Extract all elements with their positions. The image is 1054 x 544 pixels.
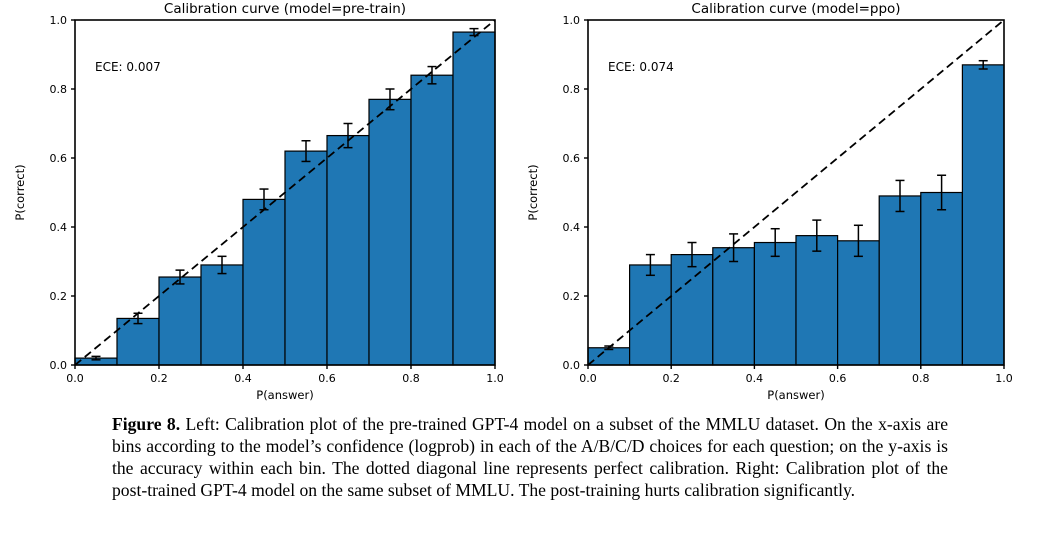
chart-canvas: 0.0 0.2 0.4 0.6 0.8 1.0 0.0 0.2 0.4 0.6 0.8 1.0 Cali… — [13, 1, 504, 402]
y-tick-label: 1.0 — [563, 14, 581, 27]
bar-bin-4 — [242, 198, 286, 366]
chart-title: Calibration curve (model=pre-train) — [164, 1, 406, 17]
figure-caption-text: Left: Calibration plot of the pre-traine… — [112, 414, 948, 500]
x-tick-label: 0.2 — [662, 372, 680, 385]
x-tick-label: 1.0 — [995, 372, 1013, 385]
bar-bin-4 — [753, 241, 797, 366]
bar-bin-6 — [837, 240, 880, 366]
y-tick-label: 0.0 — [50, 359, 68, 372]
x-tick-label: 0.4 — [746, 372, 764, 385]
x-tick-label: 0.6 — [829, 372, 847, 385]
axes-box — [74, 19, 496, 366]
bar-bin-7 — [368, 98, 412, 366]
x-axis-label: P(answer) — [256, 388, 313, 402]
y-tick-label: 0.6 — [50, 152, 68, 165]
bar-bin-5 — [284, 150, 328, 366]
y-axis-label: P(correct) — [13, 164, 27, 220]
bar-bin-3 — [200, 264, 244, 366]
bar-bin-1 — [628, 264, 672, 366]
bar-bin-9 — [961, 64, 1005, 366]
x-tick-label: 0.0 — [66, 372, 84, 385]
bar-bin-5 — [795, 235, 839, 366]
figure-caption: Figure 8. Left: Calibration plot of the … — [112, 414, 948, 502]
y-tick-label: 0.0 — [563, 359, 581, 372]
y-tick-label: 0.4 — [563, 221, 581, 234]
ece-annotation: ECE: 0.074 — [608, 60, 674, 74]
bar-bin-9 — [452, 31, 496, 366]
bar-bin-3 — [712, 247, 756, 366]
bar-bin-6 — [326, 134, 370, 366]
x-tick-label: 0.8 — [912, 372, 930, 385]
perfect-calibration-line — [74, 19, 496, 366]
y-tick-label: 1.0 — [50, 14, 68, 27]
calibration-chart-ppo: 0.0 0.2 0.4 0.6 0.8 1.0 0.0 0.2 0.4 0.6 0.8 1.0 Cali… — [526, 0, 1054, 415]
y-tick-label: 0.2 — [50, 290, 68, 303]
ece-annotation: ECE: 0.007 — [95, 60, 161, 74]
bar-bin-2 — [670, 254, 714, 366]
x-tick-label: 0.2 — [150, 372, 168, 385]
y-tick-label: 0.2 — [563, 290, 581, 303]
figure-caption-label: Figure 8. — [112, 414, 181, 434]
x-tick-label: 0.4 — [234, 372, 252, 385]
bar-bin-0 — [587, 347, 631, 366]
y-tick-label: 0.8 — [50, 83, 68, 96]
bar-bin-1 — [116, 317, 160, 366]
x-tick-label: 0.0 — [579, 372, 597, 385]
chart-canvas: 0.0 0.2 0.4 0.6 0.8 1.0 0.0 0.2 0.4 0.6 0.8 1.0 Cali… — [526, 1, 1013, 402]
y-axis-label: P(correct) — [527, 164, 540, 220]
x-tick-label: 0.6 — [318, 372, 336, 385]
y-tick-label: 0.4 — [50, 221, 68, 234]
x-tick-label: 0.8 — [402, 372, 420, 385]
x-axis-label: P(answer) — [767, 388, 824, 402]
bar-bin-8 — [920, 191, 963, 366]
y-tick-label: 0.8 — [563, 83, 581, 96]
calibration-chart-pretrain: 0.0 0.2 0.4 0.6 0.8 1.0 0.0 0.2 0.4 0.6 0.8 1.0 Cali… — [0, 0, 527, 415]
bar-bin-7 — [878, 195, 922, 366]
y-tick-label: 0.6 — [563, 152, 581, 165]
bar-bin-8 — [410, 74, 454, 366]
perfect-calibration-line — [587, 19, 1005, 366]
axes-box — [587, 19, 1005, 366]
x-tick-label: 1.0 — [486, 372, 504, 385]
chart-title: Calibration curve (model=ppo) — [691, 1, 900, 17]
